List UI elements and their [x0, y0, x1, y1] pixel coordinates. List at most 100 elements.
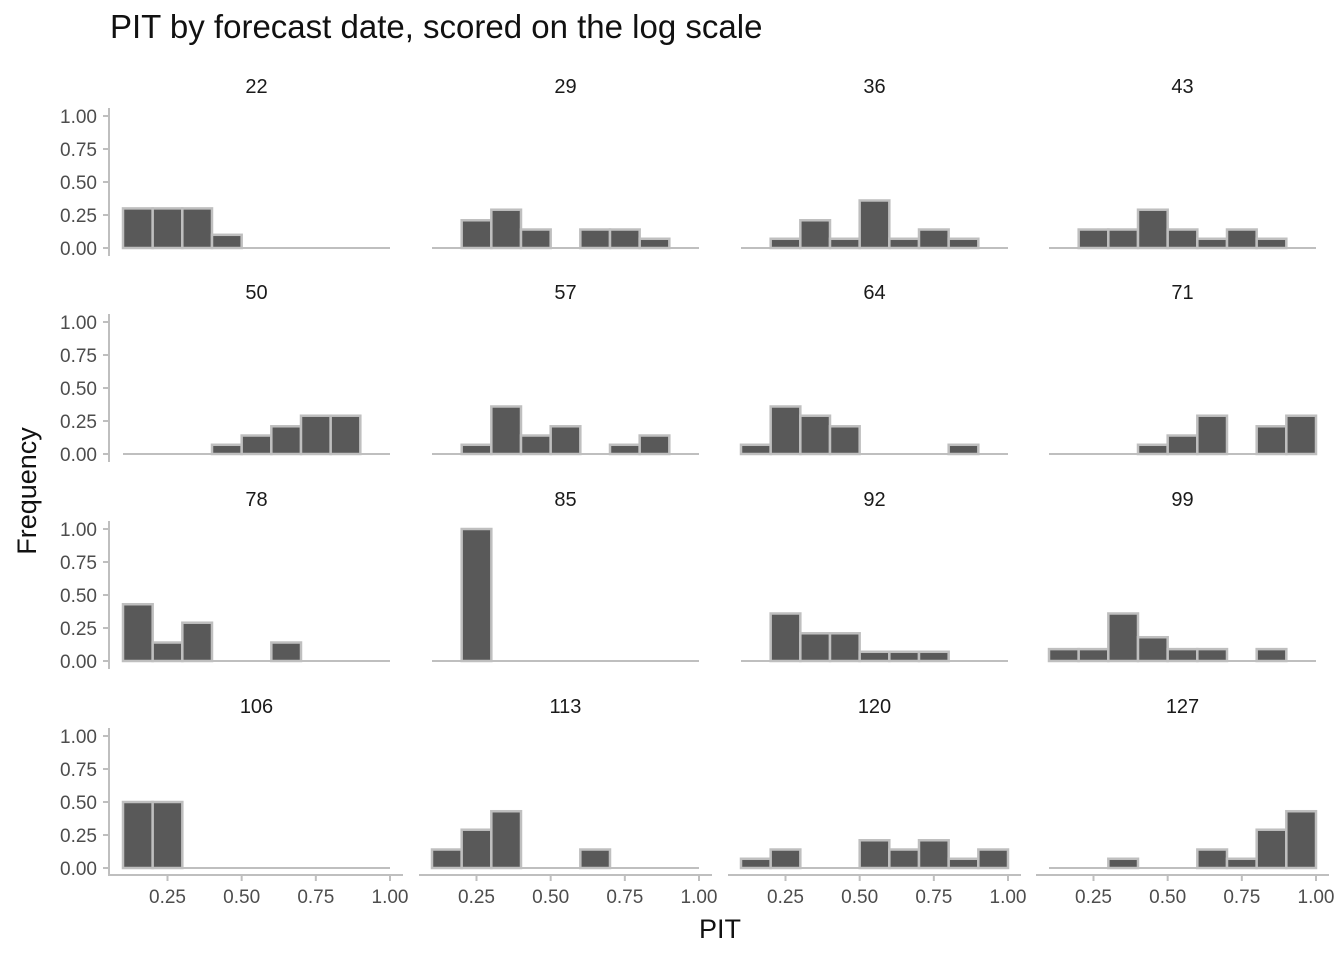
panel-127: 127 0.25 0.50 0.75 1.00	[1036, 696, 1334, 908]
histogram-bar	[1077, 228, 1110, 250]
histogram-bar	[1285, 414, 1318, 456]
x-tick-label: 0.50	[223, 887, 260, 908]
y-tick-label: 0.50	[60, 586, 97, 607]
histogram-bar	[739, 857, 772, 870]
histogram-bar	[1196, 237, 1229, 250]
histogram-bar	[270, 641, 303, 663]
y-tick-label: 0.00	[60, 652, 97, 673]
panel-strip-label: 99	[1171, 489, 1193, 511]
y-tick-label: 0.75	[60, 760, 97, 781]
y-tick-label: 0.25	[60, 619, 97, 640]
histogram-bar	[121, 207, 154, 250]
histogram-bar	[490, 405, 523, 456]
histogram-bar	[1255, 828, 1288, 870]
histogram-bar	[1107, 857, 1140, 870]
histogram-bar	[828, 425, 861, 456]
histogram-bar	[1166, 228, 1199, 250]
x-tick-label: 0.25	[1075, 887, 1112, 908]
panel-strip-label: 22	[245, 76, 267, 98]
histogram-bar	[121, 800, 154, 870]
histogram-bar	[121, 602, 154, 663]
histogram-bar	[917, 839, 950, 870]
histogram-bar	[1107, 612, 1140, 663]
histogram-bar	[1255, 425, 1288, 456]
histogram-bar	[1196, 647, 1229, 663]
histogram-bar	[210, 233, 243, 250]
panel-strip-label: 64	[863, 282, 885, 304]
y-tick-label: 0.25	[60, 206, 97, 227]
x-tick-label: 1.00	[681, 887, 718, 908]
histogram-bar	[917, 228, 950, 250]
histogram-bar	[858, 650, 891, 663]
y-tick-label: 0.75	[60, 346, 97, 367]
panel-strip-label: 92	[863, 489, 885, 511]
histogram-bar	[608, 228, 641, 250]
histogram-bar	[329, 414, 362, 456]
histogram-bar	[490, 809, 523, 870]
histogram-bar	[828, 237, 861, 250]
histogram-bar	[638, 237, 671, 250]
histogram-bar	[977, 848, 1010, 870]
x-tick-label: 1.00	[1298, 887, 1335, 908]
panel-113: 113 0.25 0.50 0.75 1.00	[419, 696, 717, 908]
histogram-bar	[947, 443, 980, 456]
panel-strip-label: 71	[1171, 282, 1193, 304]
panel-64: 64	[739, 282, 1008, 456]
y-tick-label: 0.00	[60, 859, 97, 880]
histogram-bar	[1225, 228, 1258, 250]
x-tick-label: 0.25	[458, 887, 495, 908]
histogram-bar	[888, 650, 921, 663]
y-axis-title: Frequency	[12, 427, 42, 555]
chart-title: PIT by forecast date, scored on the log …	[110, 8, 763, 45]
histogram-bar	[1225, 857, 1258, 870]
histogram-bar	[1107, 228, 1140, 250]
histogram-bar	[240, 434, 273, 456]
x-tick-label: 0.75	[606, 887, 643, 908]
y-tick-label: 1.00	[60, 107, 97, 128]
histogram-bar	[1285, 809, 1318, 870]
histogram-bar	[769, 848, 802, 870]
histogram-bar	[858, 839, 891, 870]
x-tick-label: 0.50	[841, 887, 878, 908]
panel-strip-label: 85	[554, 489, 576, 511]
histogram-bar	[1077, 647, 1110, 663]
panel-50: 50 0.00 0.25 0.50 0.75 1.00	[60, 282, 390, 466]
histogram-bar	[460, 828, 493, 870]
histogram-bar	[947, 237, 980, 250]
x-tick-label: 1.00	[372, 887, 409, 908]
histogram-bar	[181, 621, 214, 663]
histogram-bar	[769, 237, 802, 250]
histogram-bar	[151, 800, 184, 870]
y-tick-label: 0.50	[60, 793, 97, 814]
panel-strip-label: 29	[554, 76, 576, 98]
panel-43: 43	[1049, 76, 1316, 250]
y-tick-label: 0.00	[60, 239, 97, 260]
histogram-bar	[549, 425, 582, 456]
y-tick-label: 0.75	[60, 553, 97, 574]
panel-78: 78 0.00 0.25 0.50 0.75 1.00	[60, 489, 390, 673]
histogram-bar	[1196, 848, 1229, 870]
histogram-bar	[151, 207, 184, 250]
histogram-bar	[210, 443, 243, 456]
x-tick-label: 1.00	[990, 887, 1027, 908]
panel-29: 29	[432, 76, 699, 250]
panel-strip-label: 127	[1166, 696, 1199, 718]
x-axis-title: PIT	[699, 914, 741, 944]
panels-layer: 22 0.00 0.25 0.50 0.75 1.00 29 36 43 50 0.00 0.25 0.…	[60, 76, 1334, 908]
y-tick-label: 0.00	[60, 445, 97, 466]
histogram-bar	[579, 228, 612, 250]
panel-strip-label: 57	[554, 282, 576, 304]
histogram-bar	[490, 208, 523, 250]
panel-71: 71	[1049, 282, 1318, 456]
histogram-bar	[1136, 635, 1169, 663]
histogram-bar	[460, 443, 493, 456]
x-tick-label: 0.25	[149, 887, 186, 908]
x-tick-label: 0.25	[767, 887, 804, 908]
histogram-bar	[1196, 414, 1229, 456]
panel-36: 36	[741, 76, 1008, 250]
histogram-bar	[799, 414, 832, 456]
histogram-bar	[1255, 647, 1288, 663]
x-tick-label: 0.50	[532, 887, 569, 908]
histogram-bar	[1166, 647, 1199, 663]
